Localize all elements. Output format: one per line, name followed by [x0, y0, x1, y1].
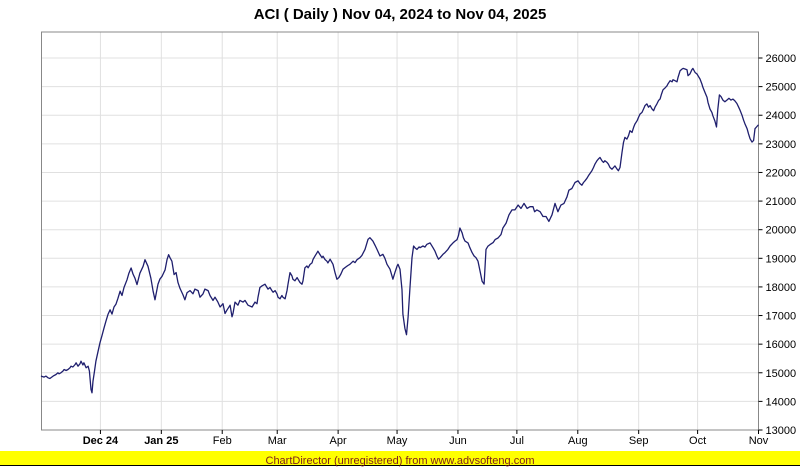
y-axis-label: 17000	[766, 311, 797, 323]
y-axis-label: 21000	[766, 196, 797, 208]
x-axis-label: Sep	[629, 435, 649, 447]
footer-banner: ChartDirector (unregistered) from www.ad…	[0, 451, 800, 467]
price-chart: ACI ( Daily ) Nov 04, 2024 to Nov 04, 20…	[40, 6, 797, 447]
y-axis-labels: 13000 14000 15000 16000 17000 18000 19000 20000…	[766, 53, 797, 437]
plot-area-border	[41, 31, 759, 431]
y-axis-label: 16000	[766, 339, 797, 351]
x-axis-label: Mar	[268, 435, 287, 447]
gridlines	[41, 32, 759, 430]
y-axis-label: 13000	[766, 425, 797, 437]
y-axis-label: 24000	[766, 110, 797, 122]
x-axis-label: Feb	[213, 435, 232, 447]
x-axis-label: Apr	[330, 435, 347, 447]
chart-title: ACI ( Daily ) Nov 04, 2024 to Nov 04, 20…	[254, 6, 547, 23]
chart-canvas: ACI ( Daily ) Nov 04, 2024 to Nov 04, 20…	[40, 6, 797, 447]
y-axis-label: 23000	[766, 139, 797, 151]
y-axis-label: 15000	[766, 368, 797, 380]
x-axis-label: May	[387, 435, 408, 447]
axis-ticks	[99, 57, 763, 434]
x-axis-label: Aug	[568, 435, 588, 447]
footer-text: ChartDirector (unregistered) from www.ad…	[265, 455, 535, 467]
x-axis-label: Dec 24	[83, 435, 119, 447]
x-axis-label: Oct	[689, 435, 706, 447]
price-line-series	[40, 67, 759, 394]
y-axis-label: 20000	[766, 225, 797, 237]
y-axis-label: 18000	[766, 282, 797, 294]
y-axis-label: 26000	[766, 53, 797, 65]
x-axis-label: Jan 25	[144, 435, 178, 447]
y-axis-label: 25000	[766, 82, 797, 94]
x-axis-label: Nov	[749, 435, 769, 447]
y-axis-label: 14000	[766, 396, 797, 408]
x-axis-label: Jul	[510, 435, 524, 447]
x-axis-labels: Dec 24 Jan 25 Feb Mar Apr May Jun Jul Aug Sep Oct N…	[83, 435, 769, 447]
y-axis-label: 19000	[766, 253, 797, 265]
x-axis-label: Jun	[449, 435, 467, 447]
y-axis-label: 22000	[766, 167, 797, 179]
